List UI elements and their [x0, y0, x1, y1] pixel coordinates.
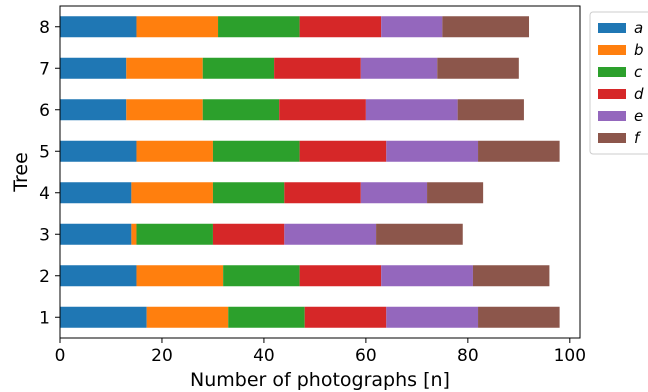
bar-tree-2-series-b: [136, 265, 224, 287]
bar-tree-3-series-a: [60, 223, 132, 245]
bar-tree-5-series-d: [299, 140, 387, 162]
bar-tree-4-series-b: [131, 182, 213, 204]
bar-tree-3-series-d: [212, 223, 285, 245]
y-axis-label: Tree: [10, 152, 32, 193]
bar-tree-2-series-c: [223, 265, 300, 287]
legend-swatch-f: [598, 133, 626, 143]
bar-tree-3-series-f: [376, 223, 463, 245]
legend-label-c: c: [634, 63, 643, 81]
bar-tree-4-series-e: [360, 182, 428, 204]
bar-tree-2-series-e: [381, 265, 473, 287]
y-tick-label: 5: [39, 142, 50, 162]
x-tick-label: 20: [151, 346, 173, 366]
bar-tree-8-series-a: [60, 16, 137, 38]
bar-tree-8-series-b: [136, 16, 219, 38]
bar-tree-5-series-f: [478, 140, 560, 162]
bar-tree-7-series-a: [60, 57, 127, 79]
y-tick-label: 3: [39, 225, 50, 245]
y-tick-label: 2: [39, 267, 50, 287]
bar-tree-4-series-c: [212, 182, 285, 204]
legend-label-d: d: [634, 85, 644, 103]
bar-tree-1-series-d: [304, 306, 387, 328]
bar-tree-6-series-d: [279, 99, 366, 121]
bar-tree-6-series-a: [60, 99, 127, 121]
y-tick-label: 7: [39, 59, 50, 79]
bar-tree-7-series-e: [360, 57, 438, 79]
bar-tree-8-series-f: [442, 16, 530, 38]
bar-tree-8-series-c: [218, 16, 300, 38]
bars-group: [60, 16, 560, 328]
bar-tree-4-series-f: [427, 182, 484, 204]
y-tick-label: 4: [39, 184, 50, 204]
legend-swatch-a: [598, 23, 626, 33]
legend-swatch-d: [598, 89, 626, 99]
bar-tree-1-series-c: [228, 306, 305, 328]
bar-tree-1-series-e: [386, 306, 479, 328]
bar-tree-6-series-f: [457, 99, 524, 121]
bar-tree-1-series-f: [478, 306, 560, 328]
bar-tree-3-series-b: [131, 223, 137, 245]
bar-tree-7-series-b: [126, 57, 203, 79]
legend-label-a: a: [634, 19, 643, 37]
bar-tree-1-series-b: [146, 306, 229, 328]
bar-tree-4-series-a: [60, 182, 132, 204]
bar-tree-8-series-e: [381, 16, 443, 38]
legend-label-e: e: [634, 107, 643, 125]
bar-tree-4-series-d: [284, 182, 361, 204]
bar-tree-2-series-f: [472, 265, 550, 287]
legend-swatch-b: [598, 45, 626, 55]
bar-tree-7-series-d: [274, 57, 361, 79]
y-tick-label: 1: [39, 308, 50, 328]
bar-tree-2-series-a: [60, 265, 137, 287]
bar-tree-5-series-e: [386, 140, 479, 162]
x-tick-label: 80: [457, 346, 479, 366]
legend-label-b: b: [634, 41, 644, 59]
x-tick-label: 40: [253, 346, 275, 366]
bar-tree-6-series-c: [202, 99, 280, 121]
bar-tree-6-series-e: [365, 99, 458, 121]
legend-swatch-c: [598, 67, 626, 77]
y-axis-ticks: 1 2 3 4 5 6 7 8: [39, 18, 60, 328]
bar-tree-7-series-c: [202, 57, 275, 79]
legend-label-f: f: [634, 129, 642, 147]
bar-tree-3-series-c: [136, 223, 213, 245]
bar-tree-8-series-d: [299, 16, 382, 38]
bar-tree-1-series-a: [60, 306, 147, 328]
x-tick-label: 0: [55, 346, 66, 366]
x-tick-label: 60: [355, 346, 377, 366]
x-tick-label: 100: [554, 346, 586, 366]
bar-tree-3-series-e: [284, 223, 377, 245]
y-tick-label: 6: [39, 101, 50, 121]
bar-tree-5-series-b: [136, 140, 213, 162]
bar-tree-7-series-f: [437, 57, 519, 79]
y-tick-label: 8: [39, 18, 50, 38]
x-axis-label: Number of photographs [n]: [190, 369, 450, 391]
plot-frame: [59, 5, 581, 339]
bar-tree-5-series-c: [212, 140, 300, 162]
x-axis-ticks: 0 20 40 60 80 100: [55, 338, 586, 366]
bar-tree-2-series-d: [299, 265, 382, 287]
legend-swatch-e: [598, 111, 626, 121]
bar-tree-6-series-b: [126, 99, 203, 121]
bar-tree-5-series-a: [60, 140, 137, 162]
